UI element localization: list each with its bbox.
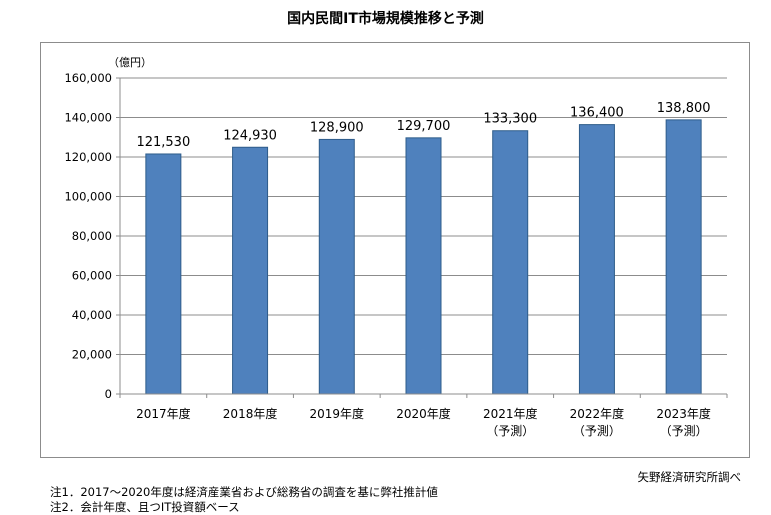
bar-value-label: 121,530 [136,135,190,150]
bar [665,119,702,395]
y-tick-label: 20,000 [72,348,112,362]
y-tick-label: 140,000 [64,111,112,125]
x-tick-label: 2022年度 [570,406,625,421]
source-credit: 矢野経済研究所調べ [637,470,742,484]
bar [318,138,355,395]
chart-frame [40,42,750,458]
footnote-2: 注2．会計年度、且つIT投資額ベース [50,500,240,514]
bar-value-label: 136,400 [570,106,624,121]
bar [578,124,615,395]
bar [145,153,182,395]
y-tick-label: 100,000 [64,190,112,204]
bar [492,130,529,395]
bar [405,137,442,395]
x-tick-label: 2021年度 [483,406,538,421]
y-tick-label: 120,000 [64,150,112,164]
bar-value-label: 133,300 [483,112,537,127]
chart-title: 国内民間IT市場規模推移と予測 [287,11,484,27]
y-tick-label: 80,000 [72,229,112,243]
x-tick-label: （予測） [486,424,534,438]
y-tick-label: 160,000 [64,71,112,85]
x-tick-label: （予測） [660,424,708,438]
bar-value-label: 138,800 [657,101,711,116]
y-axis-unit-label: （億円） [108,56,152,69]
x-tick-label: 2018年度 [223,406,278,421]
x-tick-label: 2019年度 [310,406,365,421]
x-tick-label: （予測） [573,424,621,438]
bar-value-label: 124,930 [223,128,277,143]
x-tick-label: 2023年度 [656,406,711,421]
bar [232,146,269,395]
footnote-1: 注1．2017～2020年度は経済産業省および総務省の調査を基に弊社推計値 [50,485,438,499]
x-tick-label: 2020年度 [396,406,451,421]
y-tick-label: 0 [105,387,112,401]
x-tick-label: 2017年度 [136,406,191,421]
y-tick-label: 40,000 [72,308,112,322]
bar-value-label: 128,900 [310,120,364,135]
bar-value-label: 129,700 [397,119,451,134]
y-tick-label: 60,000 [72,269,112,283]
